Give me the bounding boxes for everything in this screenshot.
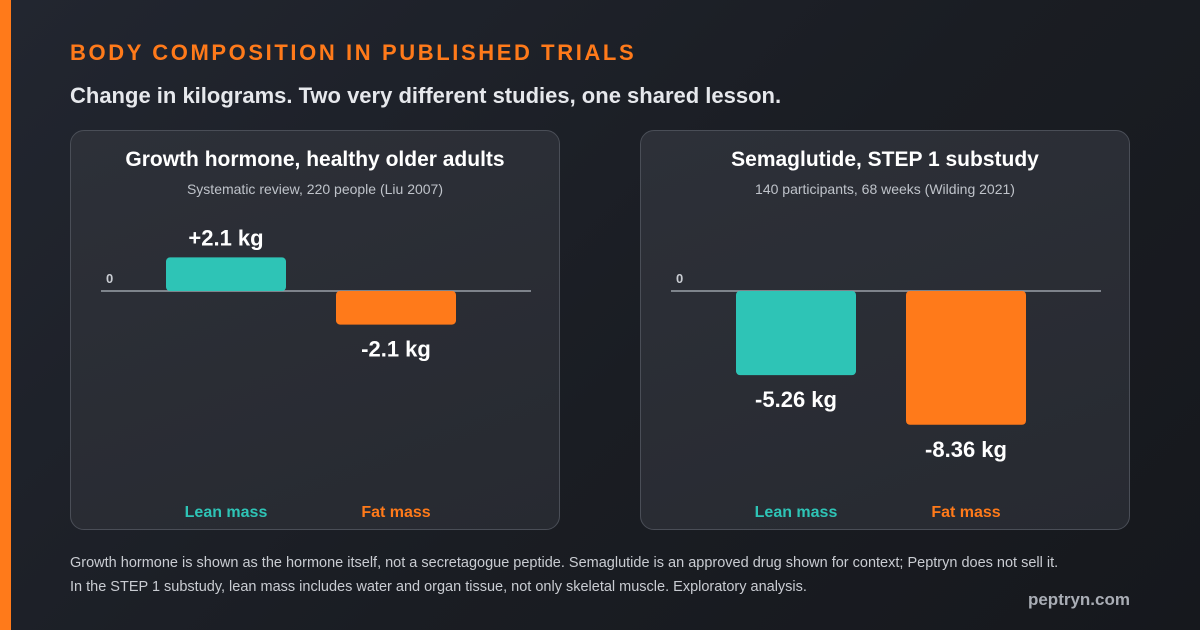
category-label: Fat mass [361,504,430,521]
category-label: Lean mass [185,504,268,521]
bar-fat-mass [336,291,456,325]
footnote-line: Growth hormone is shown as the hormone i… [70,555,1059,571]
bar-lean-mass [736,291,856,376]
accent-bar [0,0,11,630]
brand-url: peptryn.com [1027,590,1130,609]
category-label: Fat mass [931,504,1000,521]
footnote-line: In the STEP 1 substudy, lean mass includ… [70,579,807,595]
footnote: Growth hormone is shown as the hormone i… [70,551,1150,599]
page-subtitle: Change in kilograms. Two very different … [70,83,782,108]
chart-card-semaglutide: Semaglutide, STEP 1 substudy 140 partici… [640,130,1130,530]
data-label: -8.36 kg [925,437,1007,462]
chart-card-growth-hormone: Growth hormone, healthy older adults Sys… [70,130,560,530]
page-eyebrow: BODY COMPOSITION IN PUBLISHED TRIALS [70,40,637,65]
data-label: -2.1 kg [361,337,431,362]
chart-title: Growth hormone, healthy older adults [125,148,505,171]
chart-svg: 0 -5.26 kg Lean mass -8.36 kg Fat mass [671,271,1101,521]
zero-tick-label: 0 [106,271,113,286]
category-label: Lean mass [755,504,838,521]
bar-lean-mass [166,257,286,291]
chart-svg: 0 +2.1 kg Lean mass -2.1 kg Fat mass [101,225,531,521]
data-label: -5.26 kg [755,387,837,412]
chart-subtitle: Systematic review, 220 people (Liu 2007) [186,181,444,197]
chart-title: Semaglutide, STEP 1 substudy [731,148,1039,171]
bar-fat-mass [906,291,1026,425]
chart-subtitle: 140 participants, 68 weeks (Wilding 2021… [755,181,1015,197]
zero-tick-label: 0 [676,271,683,286]
data-label: +2.1 kg [188,225,263,250]
